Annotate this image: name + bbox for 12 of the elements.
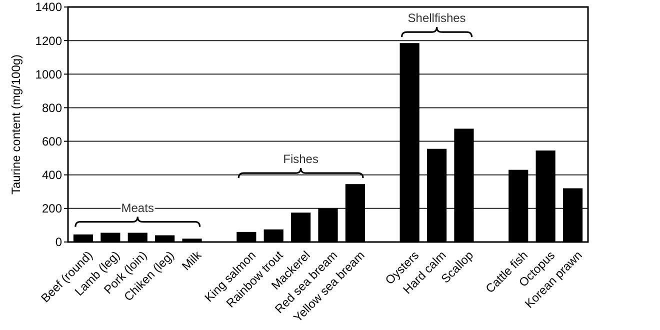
y-tick-label: 600 <box>42 134 62 148</box>
annotation: Fishes <box>283 152 318 166</box>
y-tick-label: 200 <box>42 202 62 216</box>
y-axis-title: Taurine content (mg/100g) <box>9 54 23 195</box>
y-tick-label: 800 <box>42 100 62 115</box>
y-tick-label: 1200 <box>35 34 62 48</box>
y-tick-label: 1400 <box>35 0 62 14</box>
y-tick-label: 0 <box>55 235 62 250</box>
y-tick-label: 400 <box>42 168 62 182</box>
annotation: Shellfishes <box>408 11 466 26</box>
x-tick-label: Milk <box>179 247 205 274</box>
y-tick-label: 1000 <box>35 67 62 82</box>
